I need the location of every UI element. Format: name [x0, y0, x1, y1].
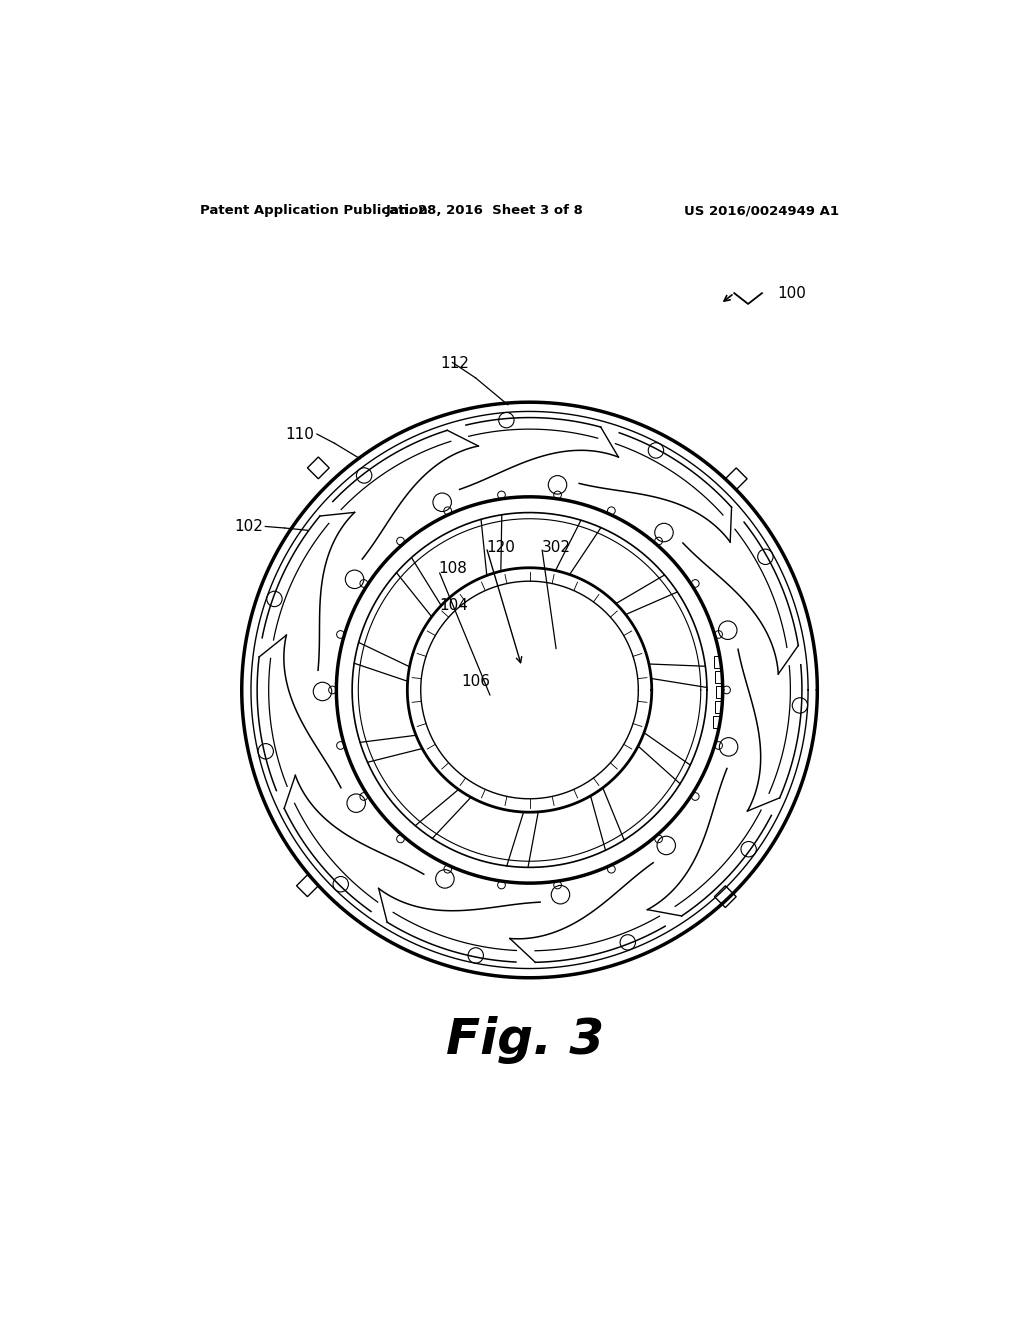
Text: 106: 106 [461, 675, 490, 689]
Text: 110: 110 [285, 426, 313, 442]
Text: Fig. 3: Fig. 3 [445, 1016, 604, 1064]
Text: 120: 120 [486, 540, 515, 554]
Bar [307, 457, 330, 479]
Text: 100: 100 [777, 285, 806, 301]
Text: 112: 112 [440, 356, 469, 371]
Text: 302: 302 [542, 540, 570, 554]
Text: Jan. 28, 2016  Sheet 3 of 8: Jan. 28, 2016 Sheet 3 of 8 [386, 205, 584, 218]
Bar [715, 701, 721, 713]
Text: 108: 108 [438, 561, 467, 576]
Bar [714, 656, 720, 668]
Bar [713, 715, 719, 729]
Bar [715, 886, 736, 908]
Text: US 2016/0024949 A1: US 2016/0024949 A1 [684, 205, 840, 218]
Text: Patent Application Publication: Patent Application Publication [200, 205, 428, 218]
Bar [297, 875, 318, 896]
Bar [716, 671, 722, 682]
Bar [725, 467, 748, 490]
Text: 104: 104 [439, 598, 468, 612]
Text: 102: 102 [234, 519, 263, 535]
Bar [716, 685, 722, 698]
